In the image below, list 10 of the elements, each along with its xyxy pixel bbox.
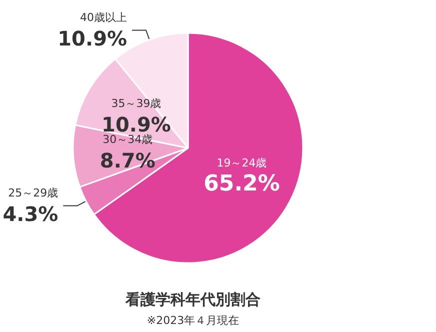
text: ※2023年４月現在: [146, 314, 240, 327]
slice-label: 25～29歳: [8, 186, 58, 200]
text: 看護学科年代別割合: [124, 290, 260, 308]
data-label: 10.9%: [58, 26, 128, 50]
slice-label: 19～24歳: [216, 156, 267, 170]
slice-label: 40歳以上: [80, 10, 128, 24]
data-label: 8.7%: [100, 148, 156, 172]
data-label: 4.3%: [2, 202, 58, 226]
slice-label: 35～39歳: [111, 97, 162, 110]
data-label: 65.2%: [204, 171, 280, 196]
